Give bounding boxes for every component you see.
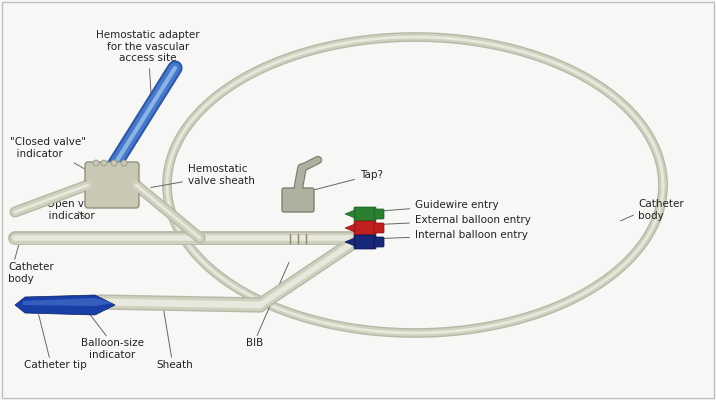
- Circle shape: [111, 160, 117, 166]
- FancyBboxPatch shape: [354, 235, 376, 249]
- FancyBboxPatch shape: [354, 207, 376, 221]
- Polygon shape: [345, 210, 355, 218]
- FancyBboxPatch shape: [374, 223, 384, 233]
- Text: Sheath: Sheath: [157, 360, 193, 370]
- FancyBboxPatch shape: [85, 162, 139, 208]
- FancyBboxPatch shape: [374, 237, 384, 247]
- Text: Hemostatic
valve sheath: Hemostatic valve sheath: [151, 164, 255, 188]
- Text: Guidewire entry: Guidewire entry: [371, 200, 498, 212]
- Polygon shape: [23, 298, 113, 306]
- Text: Balloon-size
indicator: Balloon-size indicator: [80, 338, 143, 360]
- Circle shape: [101, 160, 107, 166]
- Polygon shape: [345, 224, 355, 232]
- Circle shape: [121, 160, 127, 166]
- Text: Catheter
body: Catheter body: [8, 262, 54, 284]
- Circle shape: [93, 160, 99, 166]
- Text: Catheter
body: Catheter body: [638, 199, 684, 221]
- Text: External balloon entry: External balloon entry: [371, 215, 531, 225]
- Text: Tap?: Tap?: [305, 170, 383, 192]
- Polygon shape: [345, 238, 355, 246]
- Text: "Open valve"
  indicator: "Open valve" indicator: [42, 199, 111, 221]
- Text: Catheter tip: Catheter tip: [24, 360, 87, 370]
- Polygon shape: [15, 295, 115, 315]
- FancyBboxPatch shape: [354, 221, 376, 235]
- Text: Hemostatic adapter
for the vascular
access site: Hemostatic adapter for the vascular acce…: [96, 30, 200, 105]
- Text: "Closed valve"
  indicator: "Closed valve" indicator: [10, 137, 87, 171]
- Text: Internal balloon entry: Internal balloon entry: [371, 230, 528, 240]
- FancyBboxPatch shape: [374, 209, 384, 219]
- FancyBboxPatch shape: [282, 188, 314, 212]
- Text: BIB: BIB: [246, 338, 263, 348]
